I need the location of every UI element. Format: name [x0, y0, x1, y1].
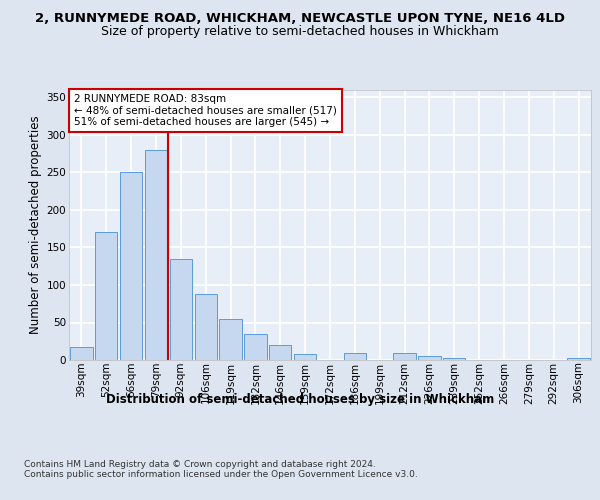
Bar	[244, 334, 266, 360]
Bar	[145, 150, 167, 360]
Bar	[294, 354, 316, 360]
Bar	[418, 356, 440, 360]
Bar	[70, 346, 92, 360]
Text: 2 RUNNYMEDE ROAD: 83sqm
← 48% of semi-detached houses are smaller (517)
51% of s: 2 RUNNYMEDE ROAD: 83sqm ← 48% of semi-de…	[74, 94, 337, 127]
Bar	[443, 358, 466, 360]
Bar	[269, 345, 292, 360]
Bar	[120, 172, 142, 360]
Text: Contains HM Land Registry data © Crown copyright and database right 2024.
Contai: Contains HM Land Registry data © Crown c…	[24, 460, 418, 479]
Y-axis label: Number of semi-detached properties: Number of semi-detached properties	[29, 116, 43, 334]
Bar	[394, 353, 416, 360]
Bar	[220, 319, 242, 360]
Bar	[95, 232, 118, 360]
Text: Distribution of semi-detached houses by size in Whickham: Distribution of semi-detached houses by …	[106, 392, 494, 406]
Bar	[344, 353, 366, 360]
Bar	[170, 259, 192, 360]
Bar	[194, 294, 217, 360]
Bar	[568, 358, 590, 360]
Text: 2, RUNNYMEDE ROAD, WHICKHAM, NEWCASTLE UPON TYNE, NE16 4LD: 2, RUNNYMEDE ROAD, WHICKHAM, NEWCASTLE U…	[35, 12, 565, 26]
Text: Size of property relative to semi-detached houses in Whickham: Size of property relative to semi-detach…	[101, 24, 499, 38]
